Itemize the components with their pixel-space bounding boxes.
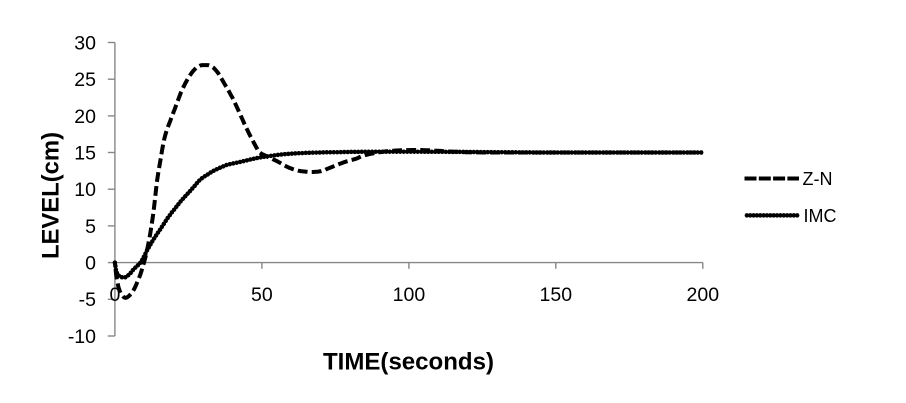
svg-text:50: 50 [251,284,273,306]
svg-text:150: 150 [540,284,573,306]
svg-text:-10: -10 [68,326,96,348]
svg-text:0: 0 [109,284,120,306]
svg-text:5: 5 [85,216,96,238]
svg-text:200: 200 [687,284,720,306]
svg-text:Z-N: Z-N [803,169,833,189]
svg-text:0: 0 [85,253,96,275]
svg-text:IMC: IMC [804,206,837,226]
svg-text:20: 20 [74,106,96,128]
svg-text:-5: -5 [79,289,96,311]
svg-text:100: 100 [393,284,426,306]
svg-text:TIME(seconds): TIME(seconds) [323,349,494,376]
svg-text:15: 15 [74,142,96,164]
svg-text:30: 30 [74,32,96,54]
svg-text:LEVEL(cm): LEVEL(cm) [38,132,65,259]
svg-text:25: 25 [74,69,96,91]
svg-text:10: 10 [74,179,96,201]
